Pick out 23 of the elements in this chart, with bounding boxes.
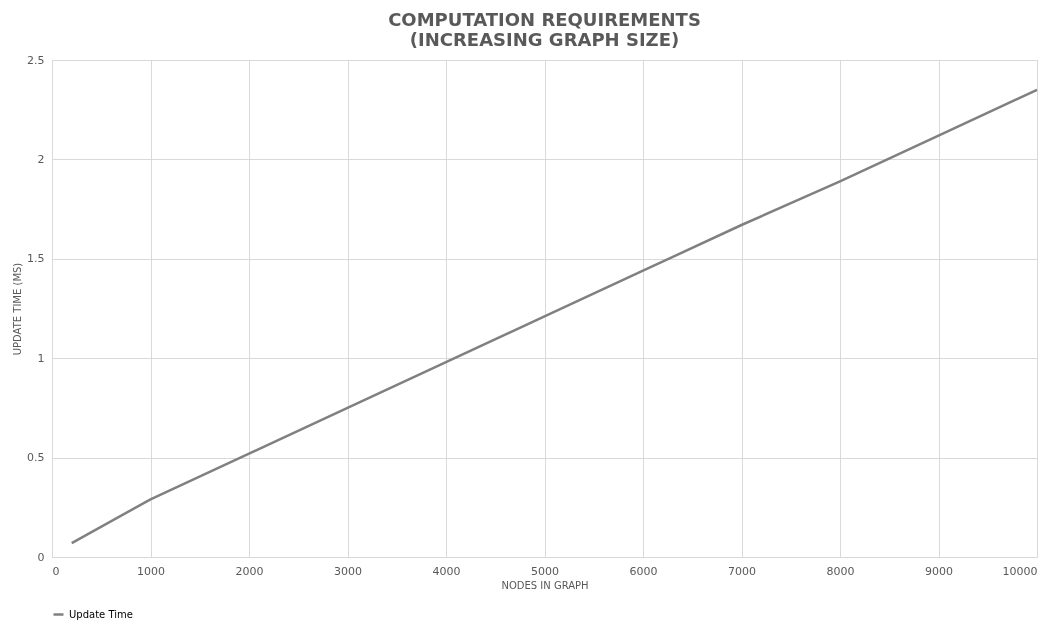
x-tick-label: 4000	[432, 564, 461, 578]
x-tick-label: 6000	[629, 564, 658, 578]
y-tick-label: 1.5	[27, 252, 45, 266]
x-tick-label: 1000	[137, 564, 165, 578]
y-tick-label: 2.5	[27, 53, 45, 67]
x-tick-label: 5000	[531, 564, 559, 578]
line-series	[70, 88, 1039, 545]
x-tick-label: 7000	[728, 564, 756, 578]
x-tick-label: 2000	[235, 564, 264, 578]
x-tick-label: 3000	[334, 564, 362, 578]
x-tick-label: 10000	[1002, 564, 1038, 578]
y-tick-label: 1	[37, 351, 45, 365]
text: (INCREASING GRAPH SIZE)	[409, 29, 680, 50]
x-tick-label: 9000	[925, 564, 953, 578]
y-tick-label: 0.5	[27, 451, 45, 465]
y-tick-label: 2	[37, 152, 45, 166]
text: COMPUTATION REQUIREMENTS	[388, 9, 701, 30]
x-tick-label: 0	[52, 564, 60, 578]
legend-label: Update Time	[69, 608, 133, 620]
x-tick-label: 8000	[826, 564, 855, 578]
x-axis-title: NODES IN GRAPH	[501, 579, 589, 591]
y-tick-label: 0	[37, 550, 45, 564]
y-axis-title: UPDATE TIME (MS)	[12, 262, 24, 356]
